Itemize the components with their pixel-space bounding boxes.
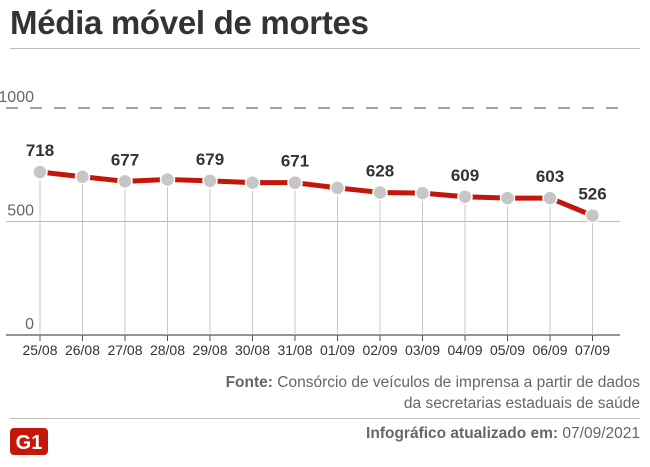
chart-title: Média móvel de mortes [10, 4, 369, 41]
data-point [414, 185, 431, 201]
source-text: Consórcio de veículos de imprensa a part… [277, 374, 640, 412]
g1-logo-text: G1 [16, 432, 43, 454]
line-chart: 1000 500 0 25/08 26/08 27/08 28/08 29/08 30/08 3… [0, 89, 620, 358]
x-tick-label: 31/08 [277, 342, 312, 358]
g1-logo-background [10, 428, 48, 455]
data-point [542, 190, 558, 206]
data-point [32, 164, 48, 180]
data-label: 526 [578, 185, 606, 204]
x-tick-label: 01/09 [320, 342, 355, 358]
source-note: Fonte: Consórcio de veículos de imprensa… [220, 372, 640, 414]
data-label: 677 [111, 150, 139, 169]
data-point [202, 173, 218, 189]
data-label: 609 [451, 166, 479, 185]
update-date: 07/09/2021 [562, 425, 640, 442]
data-point [74, 169, 91, 185]
data-label: 603 [536, 167, 564, 186]
data-label: 671 [281, 152, 309, 171]
y-axis-ticks: 1000 500 0 [0, 89, 34, 333]
data-point [329, 180, 346, 196]
g1-logo: G1 [10, 428, 48, 455]
x-tick-label: 05/09 [490, 342, 525, 358]
title-divider [10, 48, 640, 49]
x-tick-label: 28/08 [150, 342, 185, 358]
footer-divider [10, 418, 640, 419]
y-tick-label: 0 [25, 316, 34, 333]
data-point [244, 174, 261, 191]
grid-layer [6, 107, 620, 336]
x-tick-label: 04/09 [447, 342, 482, 358]
data-label: 628 [366, 161, 394, 180]
data-point [372, 184, 388, 201]
series-layer [32, 164, 601, 224]
source-label: Fonte: [225, 374, 273, 391]
x-tick-label: 07/09 [575, 342, 610, 358]
x-tick-label: 03/09 [405, 342, 440, 358]
update-label: Infográfico atualizado em: [366, 425, 559, 442]
data-point [499, 190, 516, 206]
data-label: 718 [26, 141, 54, 160]
x-tick-label: 25/08 [22, 342, 57, 358]
x-tick-label: 02/09 [362, 342, 397, 358]
y-tick-label: 500 [7, 203, 34, 220]
data-point [457, 189, 473, 205]
x-tick-label: 29/08 [192, 342, 227, 358]
data-point [584, 207, 601, 224]
x-tick-label: 26/08 [65, 342, 100, 358]
x-tick-label: 27/08 [107, 342, 142, 358]
data-point [117, 173, 133, 190]
y-tick-label: 1000 [0, 89, 34, 106]
data-point [159, 171, 176, 188]
data-labels: 718 677 679 671 628 609 603 526 [26, 141, 607, 204]
data-point [287, 174, 303, 191]
x-tick-label: 06/09 [532, 342, 567, 358]
update-note: Infográfico atualizado em: 07/09/2021 [366, 425, 640, 443]
data-label: 679 [196, 150, 224, 169]
x-axis-ticks: 25/08 26/08 27/08 28/08 29/08 30/08 31/08 01/09… [22, 335, 610, 358]
x-tick-label: 30/08 [235, 342, 270, 358]
